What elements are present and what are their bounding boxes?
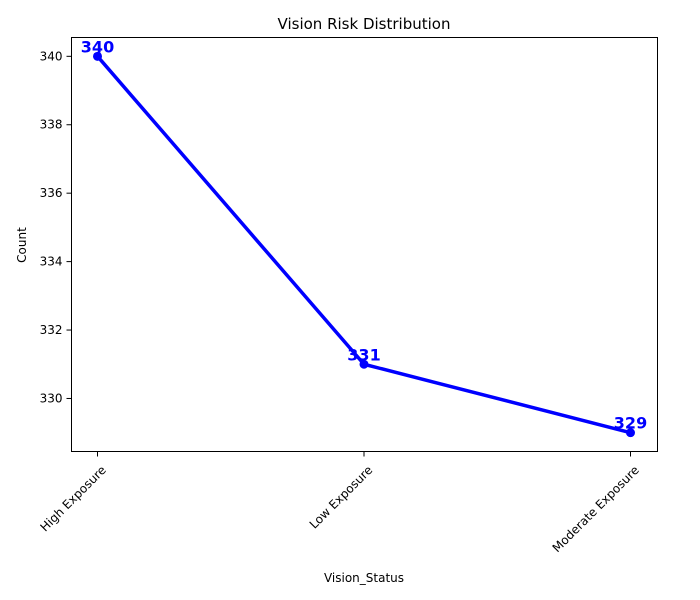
data-point [359, 359, 369, 369]
x-axis-label: Vision_Status [324, 571, 404, 585]
chart-title: Vision Risk Distribution [278, 15, 451, 33]
data-point [93, 51, 102, 61]
y-tick-label: 340 [40, 49, 63, 63]
data-label: 329 [614, 414, 647, 433]
data-label: 340 [81, 37, 114, 56]
data-point [626, 428, 635, 438]
plot-area: 340 331 329 [81, 37, 647, 438]
y-tick-label: 334 [40, 255, 63, 269]
data-label: 331 [347, 345, 380, 364]
y-tick-label: 338 [40, 118, 63, 132]
y-tick-label: 336 [40, 186, 63, 200]
y-tick-label: 332 [40, 323, 63, 337]
y-axis-label: Count [15, 227, 29, 263]
y-tick-label: 330 [40, 391, 63, 405]
